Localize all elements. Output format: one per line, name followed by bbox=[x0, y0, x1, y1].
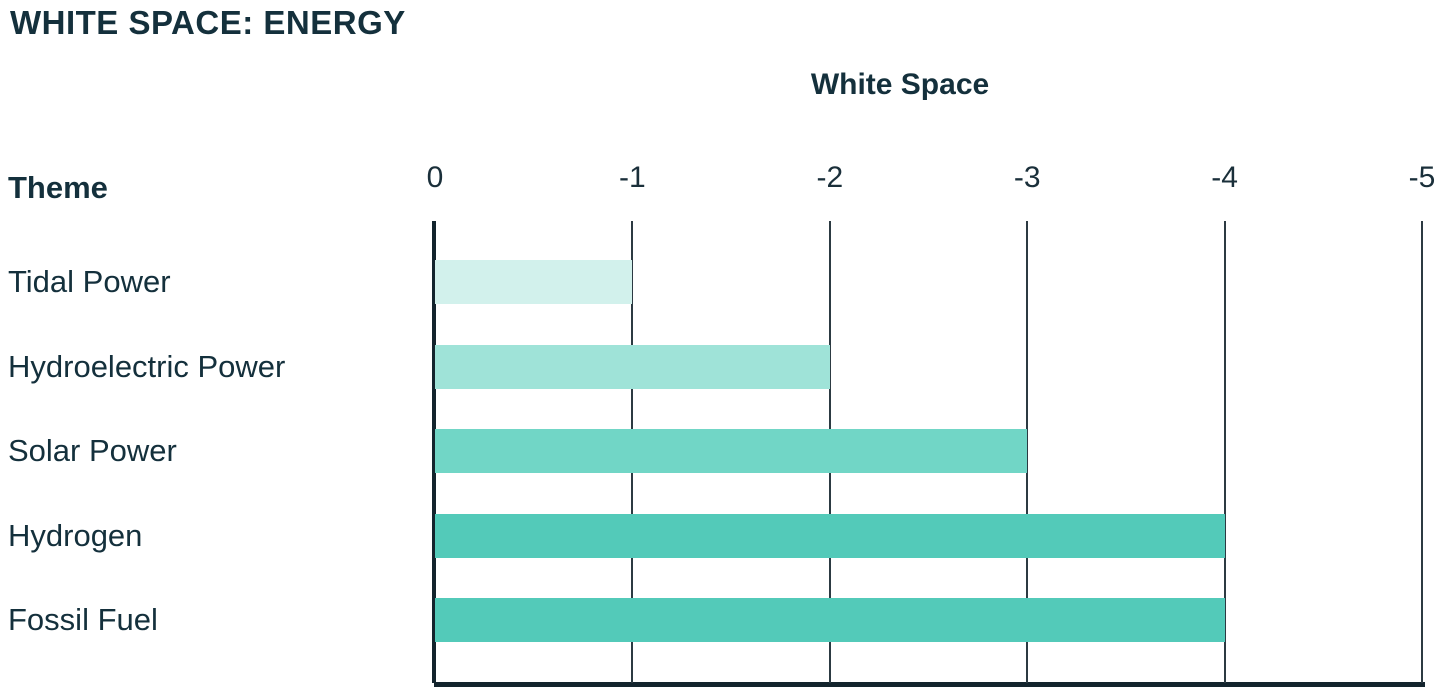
gridline bbox=[1421, 221, 1423, 683]
x-tick-label: -2 bbox=[816, 161, 844, 194]
page-title: WHITE SPACE: ENERGY bbox=[10, 4, 406, 41]
category-labels: Tidal Power Hydroelectric Power Solar Powe… bbox=[0, 0, 430, 700]
bar-hydroelectric-power bbox=[435, 344, 830, 389]
bar-hydrogen bbox=[435, 513, 1225, 558]
bar-solar-power bbox=[435, 429, 1028, 473]
x-tick-label: -3 bbox=[1013, 161, 1041, 194]
category-label: Hydrogen bbox=[8, 517, 143, 553]
gridline bbox=[1026, 221, 1029, 683]
y-axis-line bbox=[432, 221, 436, 683]
x-tick-label: -5 bbox=[1408, 161, 1436, 194]
x-axis-title: White Space bbox=[810, 68, 990, 101]
category-label: Tidal Power bbox=[8, 264, 171, 299]
x-axis-line bbox=[434, 682, 1425, 687]
x-tick-label: -1 bbox=[619, 161, 646, 194]
y-axis-header: Theme bbox=[8, 170, 108, 205]
bar-tidal-power bbox=[435, 260, 633, 304]
x-axis-ticks: 0 -1 -2 -3 -4 -5 bbox=[0, 158, 1448, 198]
category-label: Fossil Fuel bbox=[8, 602, 158, 637]
x-tick-label: -4 bbox=[1211, 161, 1238, 194]
bar-fossil-fuel bbox=[435, 598, 1225, 642]
x-tick-label: 0 bbox=[426, 161, 444, 194]
gridline bbox=[1223, 221, 1226, 683]
category-label: Hydroelectric Power bbox=[8, 348, 286, 384]
category-label: Solar Power bbox=[8, 433, 177, 468]
